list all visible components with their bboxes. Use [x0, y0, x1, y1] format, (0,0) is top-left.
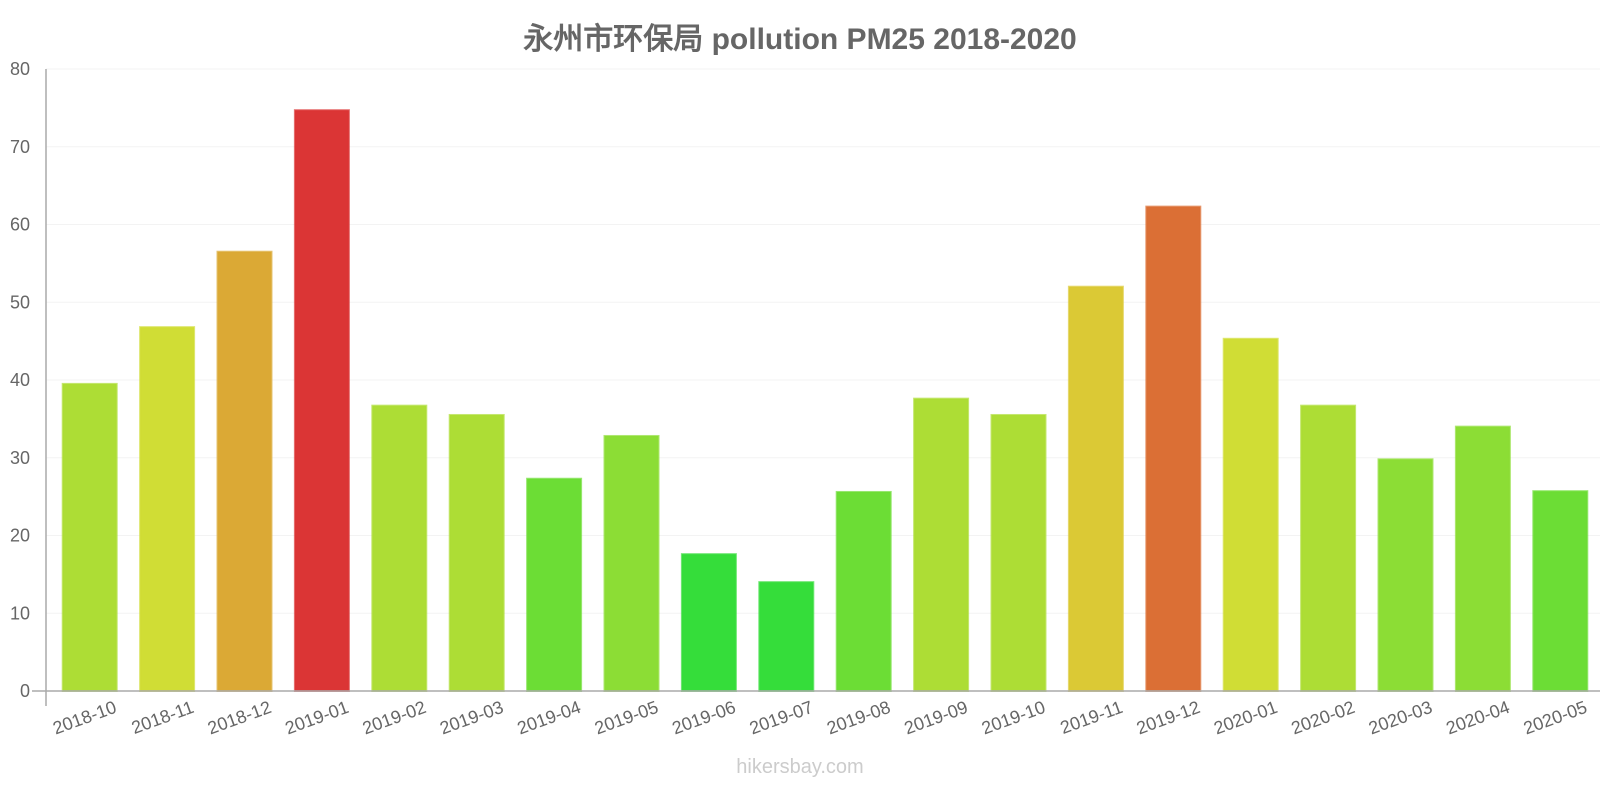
bar-2020-01[interactable] — [1222, 337, 1279, 692]
x-tick-label: 2019-09 — [902, 697, 971, 738]
gridlines — [46, 68, 1600, 614]
x-tick-label: 2019-12 — [1134, 697, 1203, 738]
y-tick-label: 0 — [20, 681, 30, 701]
bar-2019-03[interactable] — [448, 413, 505, 692]
y-tick-label: 40 — [10, 370, 30, 390]
x-tick-label: 2020-02 — [1289, 697, 1358, 738]
x-tick-label: 2019-01 — [282, 697, 351, 738]
y-tick-label: 80 — [10, 59, 30, 79]
x-tick-label: 2019-06 — [669, 697, 738, 738]
bar-2020-04[interactable] — [1454, 425, 1511, 692]
bar-2019-08[interactable] — [835, 490, 892, 692]
chart-title: 永州市环保局 pollution PM25 2018-2020 — [523, 23, 1077, 56]
bar-2020-05[interactable] — [1532, 490, 1589, 692]
x-tick-label: 2019-08 — [824, 697, 893, 738]
bar-2020-03[interactable] — [1377, 458, 1434, 692]
x-tick-label: 2019-11 — [1058, 697, 1126, 738]
y-tick-label: 70 — [10, 137, 30, 157]
bar-2019-06[interactable] — [680, 553, 737, 692]
bar-2019-05[interactable] — [603, 434, 660, 693]
bar-2019-01[interactable] — [293, 109, 350, 692]
bar-2019-09[interactable] — [913, 397, 970, 692]
y-tick-label: 60 — [10, 215, 30, 235]
x-tick-label: 2019-07 — [747, 697, 816, 738]
bars — [61, 109, 1589, 693]
x-tick-label: 2018-10 — [50, 697, 119, 738]
bar-2019-02[interactable] — [371, 404, 428, 692]
bar-2019-04[interactable] — [526, 477, 583, 692]
x-tick-label: 2019-03 — [437, 697, 506, 738]
axes — [32, 69, 1600, 706]
bar-2019-10[interactable] — [990, 413, 1047, 692]
bar-2018-11[interactable] — [139, 326, 196, 692]
watermark: hikersbay.com — [736, 756, 864, 778]
x-tick-label: 2019-05 — [592, 697, 661, 738]
x-tick-label: 2020-05 — [1521, 697, 1590, 738]
x-tick-label: 2019-02 — [360, 697, 429, 738]
x-tick-label: 2019-04 — [515, 697, 584, 738]
y-tick-label: 50 — [10, 292, 30, 312]
x-tick-label: 2019-10 — [979, 697, 1048, 738]
x-tick-label: 2020-03 — [1366, 697, 1435, 738]
x-tick-label: 2018-12 — [205, 697, 274, 738]
bar-2019-11[interactable] — [1067, 285, 1124, 692]
bar-2019-12[interactable] — [1145, 205, 1202, 692]
y-axis-ticks: 0 10 20 30 40 50 60 70 80 — [10, 59, 30, 701]
bar-2018-10[interactable] — [61, 382, 118, 692]
x-axis-ticks: 2018-10 2018-11 2018-12 2019-01 2019-02 2019-… — [50, 697, 1590, 738]
bar-2020-02[interactable] — [1300, 404, 1357, 692]
bar-2019-07[interactable] — [758, 581, 815, 693]
bar-2018-12[interactable] — [216, 250, 273, 692]
y-tick-label: 30 — [10, 448, 30, 468]
x-tick-label: 2020-01 — [1211, 697, 1280, 738]
x-tick-label: 2018-11 — [129, 697, 197, 738]
y-tick-label: 10 — [10, 603, 30, 623]
y-tick-label: 20 — [10, 526, 30, 546]
x-tick-label: 2020-04 — [1443, 697, 1512, 738]
